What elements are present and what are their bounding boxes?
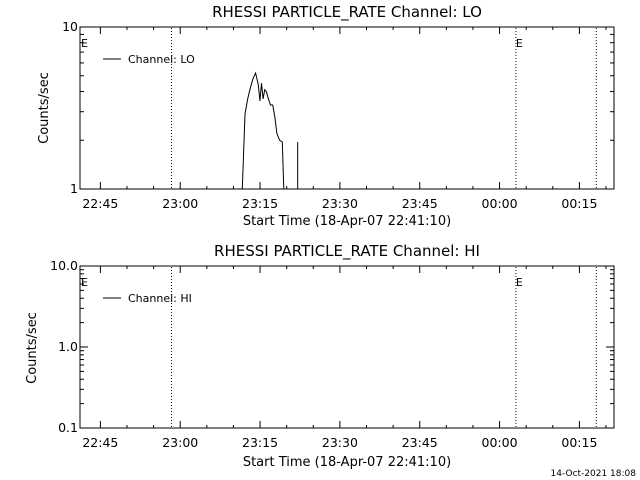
x-ticks-lo: 22:45 23:00 23:15 23:30 23:45 00:00 00:15	[82, 27, 607, 211]
x-tick-label-hi: 23:45	[402, 435, 438, 450]
x-axis-label-hi: Start Time (18-Apr-07 22:41:10)	[243, 455, 451, 470]
y-tick-label-lo: 1	[70, 181, 78, 196]
x-tick-label-lo: 00:15	[561, 196, 597, 211]
x-tick-label-hi: 00:15	[561, 435, 597, 450]
x-tick-label-lo: 00:00	[482, 196, 518, 211]
footer-timestamp: 14-Oct-2021 18:08	[551, 469, 637, 479]
x-tick-label-hi: 22:45	[82, 435, 118, 450]
y-axis-label-hi: Counts/sec	[25, 312, 40, 384]
y-ticks-hi: 0.1 1.0 10.0	[50, 258, 614, 435]
x-ticks-hi: 22:45 23:00 23:15 23:30 23:45 00:00 00:15	[82, 266, 607, 450]
legend-label-lo: Channel: LO	[128, 53, 195, 66]
panel-hi: RHESSI PARTICLE_RATE Channel: HI 22:45 23…	[25, 242, 615, 470]
chart-title-lo: RHESSI PARTICLE_RATE Channel: LO	[212, 3, 482, 22]
legend-hi: Channel: HI	[103, 292, 192, 305]
x-tick-label-lo: 23:15	[242, 196, 278, 211]
x-axis-label-lo: Start Time (18-Apr-07 22:41:10)	[243, 214, 451, 229]
chart-title-hi: RHESSI PARTICLE_RATE Channel: HI	[214, 242, 480, 261]
x-tick-label-lo: 23:30	[322, 196, 358, 211]
legend-label-hi: Channel: HI	[128, 292, 192, 305]
x-tick-label-hi: 23:00	[162, 435, 198, 450]
plot-frame-hi	[79, 265, 615, 429]
series-lo	[241, 71, 299, 190]
event-marker-lo: E	[516, 37, 523, 50]
y-axis-label-lo: Counts/sec	[37, 72, 52, 144]
y-tick-label-hi: 1.0	[58, 339, 78, 354]
x-tick-label-lo: 22:45	[82, 196, 118, 211]
x-tick-label-hi: 23:30	[322, 435, 358, 450]
event-marker-hi: E	[81, 276, 88, 289]
event-marker-lo: E	[81, 37, 88, 50]
x-tick-label-lo: 23:00	[162, 196, 198, 211]
plot-frame-lo	[79, 26, 615, 190]
x-tick-label-hi: 23:15	[242, 435, 278, 450]
series-line-lo	[241, 71, 285, 190]
y-ticks-lo: 1 10	[62, 19, 614, 196]
legend-lo: Channel: LO	[103, 53, 195, 66]
x-tick-label-lo: 23:45	[402, 196, 438, 211]
x-tick-label-hi: 00:00	[482, 435, 518, 450]
y-tick-label-hi: 0.1	[58, 420, 78, 435]
y-tick-label-hi: 10.0	[50, 258, 78, 273]
y-tick-label-lo: 10	[62, 19, 78, 34]
panel-lo: RHESSI PARTICLE_RATE Channel: LO 22:45 23…	[37, 3, 615, 229]
event-marker-hi: E	[516, 276, 523, 289]
